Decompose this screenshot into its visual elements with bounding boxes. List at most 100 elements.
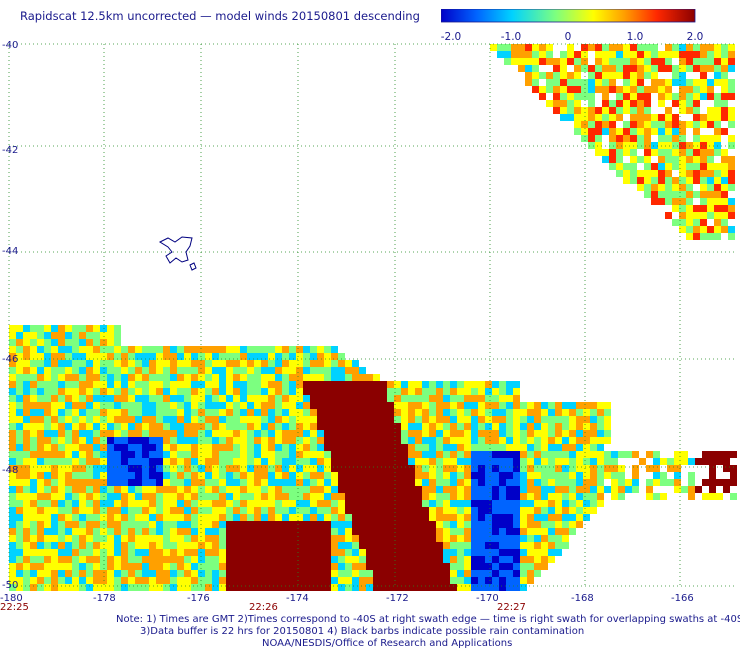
wind-cell [630, 100, 637, 107]
wind-cell [359, 409, 366, 416]
wind-cell [665, 107, 672, 114]
wind-cell [296, 465, 303, 472]
wind-cell [303, 430, 310, 437]
wind-cell [177, 416, 184, 423]
wind-cell [581, 107, 588, 114]
wind-cell [532, 44, 539, 51]
wind-cell [86, 493, 93, 500]
wind-cell [709, 479, 716, 486]
wind-cell [100, 388, 107, 395]
wind-cell [107, 409, 114, 416]
wind-cell [240, 367, 247, 374]
wind-cell [198, 409, 205, 416]
wind-cell [177, 367, 184, 374]
wind-cell [289, 430, 296, 437]
wind-cell [282, 395, 289, 402]
wind-cell [401, 409, 408, 416]
wind-cell [212, 500, 219, 507]
wind-cell [679, 198, 686, 205]
wind-cell [149, 556, 156, 563]
wind-cell [16, 472, 23, 479]
wind-cell [555, 507, 562, 514]
wind-cell [429, 584, 436, 591]
wind-cell [219, 346, 226, 353]
wind-cell [65, 346, 72, 353]
wind-cell [637, 65, 644, 72]
wind-cell [44, 542, 51, 549]
wind-cell [548, 542, 555, 549]
wind-cell [373, 437, 380, 444]
wind-cell [541, 416, 548, 423]
wind-cell [107, 388, 114, 395]
wind-cell [16, 430, 23, 437]
wind-cell [394, 479, 401, 486]
wind-cell [240, 388, 247, 395]
wind-cell [672, 114, 679, 121]
wind-cell [121, 479, 128, 486]
wind-cell [72, 451, 79, 458]
wind-cell [569, 472, 576, 479]
wind-cell [86, 500, 93, 507]
wind-cell [233, 479, 240, 486]
wind-cell [457, 570, 464, 577]
wind-cell [93, 507, 100, 514]
wind-cell [555, 486, 562, 493]
wind-cell [324, 367, 331, 374]
wind-cell [128, 423, 135, 430]
wind-cell [646, 465, 653, 472]
wind-cell [394, 528, 401, 535]
wind-cell [485, 381, 492, 388]
wind-cell [457, 577, 464, 584]
wind-cell [135, 500, 142, 507]
wind-cell [254, 374, 261, 381]
wind-cell [345, 465, 352, 472]
wind-cell [611, 479, 618, 486]
wind-cell [338, 535, 345, 542]
wind-cell [653, 479, 660, 486]
wind-cell [289, 402, 296, 409]
wind-cell [422, 437, 429, 444]
wind-cell [651, 121, 658, 128]
wind-cell [513, 542, 520, 549]
wind-cell [492, 465, 499, 472]
wind-cell [527, 444, 534, 451]
wind-cell [611, 472, 618, 479]
wind-cell [436, 388, 443, 395]
wind-cell [609, 163, 616, 170]
wind-cell [644, 156, 651, 163]
wind-cell [23, 374, 30, 381]
wind-cell [282, 521, 289, 528]
wind-cell [121, 570, 128, 577]
wind-cell [590, 423, 597, 430]
wind-cell [394, 542, 401, 549]
wind-cell [254, 395, 261, 402]
wind-cell [499, 584, 506, 591]
wind-cell [506, 528, 513, 535]
wind-cell [51, 395, 58, 402]
wind-cell [289, 514, 296, 521]
wind-cell [408, 388, 415, 395]
wind-cell [415, 402, 422, 409]
wind-cell [135, 535, 142, 542]
wind-cell [149, 409, 156, 416]
wind-cell [359, 458, 366, 465]
wind-cell [163, 444, 170, 451]
wind-cell [226, 556, 233, 563]
wind-cell [268, 437, 275, 444]
wind-cell [527, 472, 534, 479]
wind-cell [352, 423, 359, 430]
wind-cell [471, 584, 478, 591]
wind-cell [555, 465, 562, 472]
wind-cell [637, 135, 644, 142]
wind-cell [9, 409, 16, 416]
wind-cell [65, 563, 72, 570]
wind-cell [205, 521, 212, 528]
wind-cell [394, 416, 401, 423]
wind-cell [450, 542, 457, 549]
colorbar-label-zero: 0 [564, 31, 572, 43]
wind-cell [651, 184, 658, 191]
wind-cell [296, 570, 303, 577]
wind-cell [170, 514, 177, 521]
wind-cell [380, 563, 387, 570]
wind-cell [44, 339, 51, 346]
